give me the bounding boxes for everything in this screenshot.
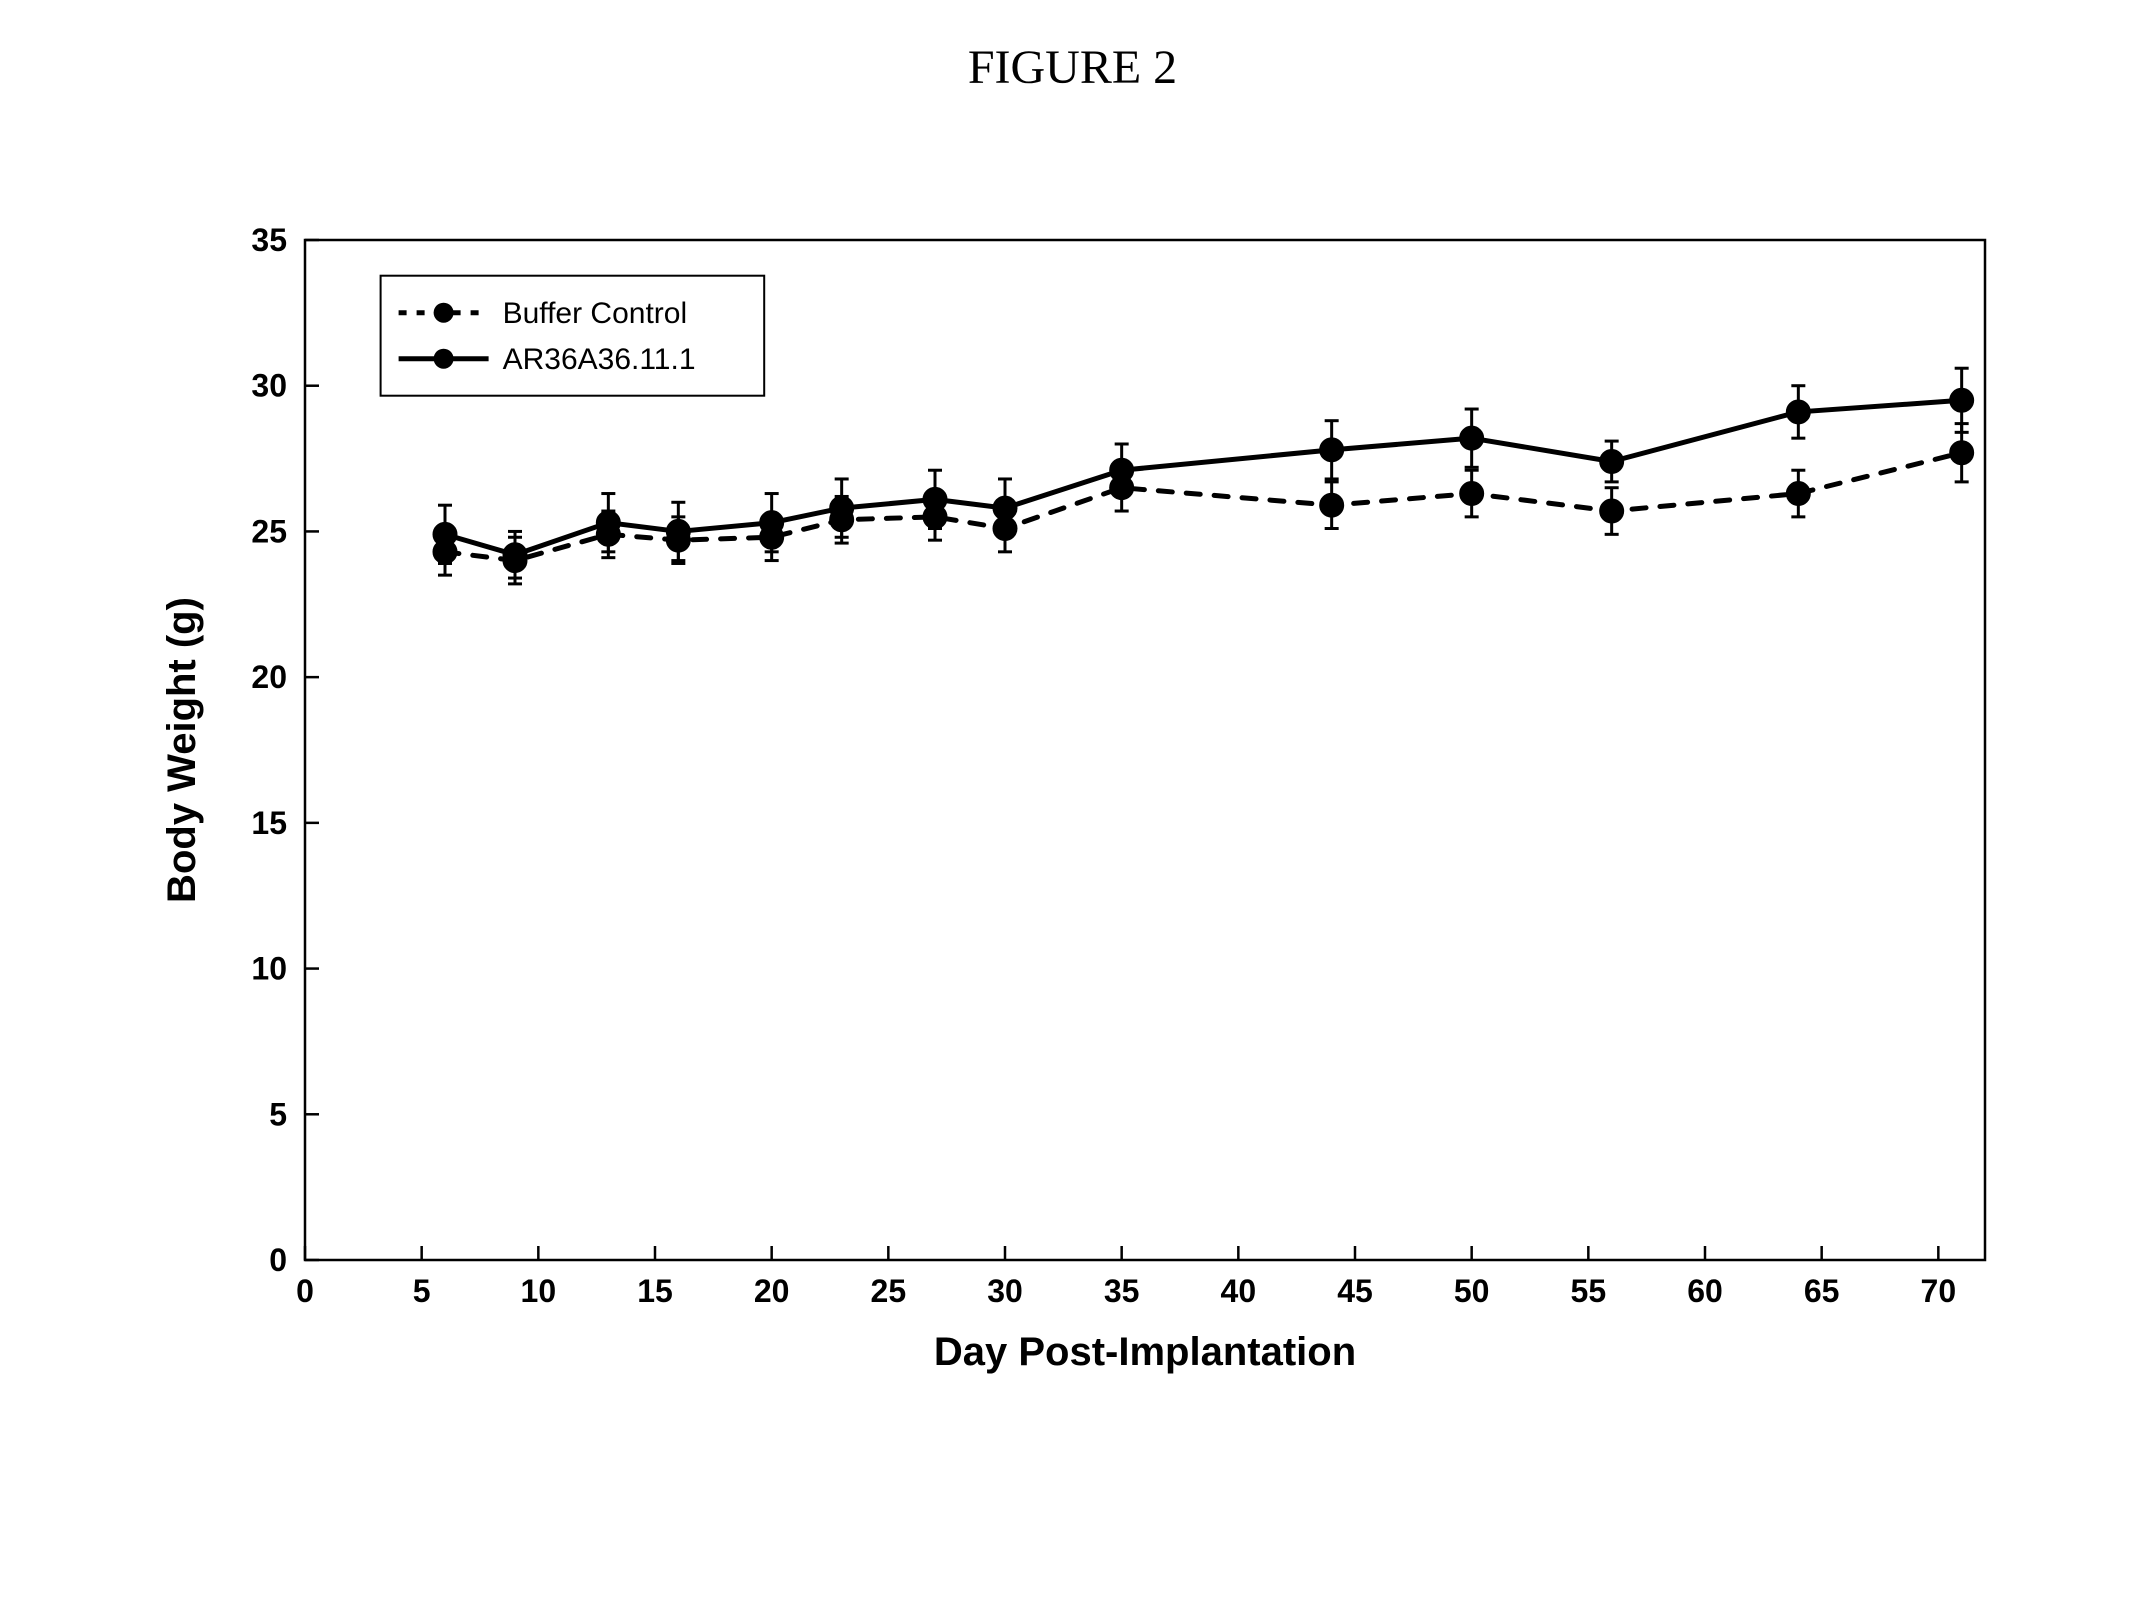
svg-text:60: 60: [1687, 1273, 1723, 1309]
legend-label: AR36A36.11.1: [503, 343, 696, 376]
svg-text:35: 35: [251, 222, 287, 258]
svg-text:0: 0: [269, 1242, 287, 1278]
svg-text:5: 5: [269, 1096, 287, 1132]
svg-text:10: 10: [251, 951, 287, 987]
svg-text:45: 45: [1337, 1273, 1373, 1309]
body-weight-chart: 0 5 10 15 20 25 30 35 0 5 10 15 20 25 30 35 40 45 50 55 60 65…: [135, 220, 2005, 1460]
figure-title: FIGURE 2: [0, 40, 2145, 95]
svg-text:40: 40: [1221, 1273, 1257, 1309]
svg-text:65: 65: [1804, 1273, 1840, 1309]
svg-text:15: 15: [637, 1273, 673, 1309]
svg-text:20: 20: [754, 1273, 790, 1309]
svg-text:30: 30: [987, 1273, 1023, 1309]
page: FIGURE 2 0 5 10 15 20 25 30 35 0 5 10 15 20 25 30 35 40 4…: [0, 0, 2145, 1603]
svg-text:Day Post-Implantation: Day Post-Implantation: [934, 1330, 1356, 1374]
chart-container: 0 5 10 15 20 25 30 35 0 5 10 15 20 25 30 35 40 45 50 55 60 65…: [135, 220, 2005, 1460]
svg-text:10: 10: [521, 1273, 557, 1309]
svg-text:55: 55: [1571, 1273, 1607, 1309]
svg-text:5: 5: [413, 1273, 431, 1309]
svg-text:25: 25: [251, 513, 287, 549]
legend-label: Buffer Control: [503, 297, 688, 330]
svg-text:35: 35: [1104, 1273, 1140, 1309]
svg-text:15: 15: [251, 805, 287, 841]
svg-text:20: 20: [251, 659, 287, 695]
svg-text:50: 50: [1454, 1273, 1490, 1309]
svg-text:30: 30: [251, 368, 287, 404]
legend: Buffer Control AR36A36.11.1: [381, 276, 765, 396]
svg-text:70: 70: [1921, 1273, 1957, 1309]
svg-text:25: 25: [871, 1273, 907, 1309]
svg-text:Body Weight (g): Body Weight (g): [160, 597, 204, 903]
svg-text:0: 0: [296, 1273, 314, 1309]
